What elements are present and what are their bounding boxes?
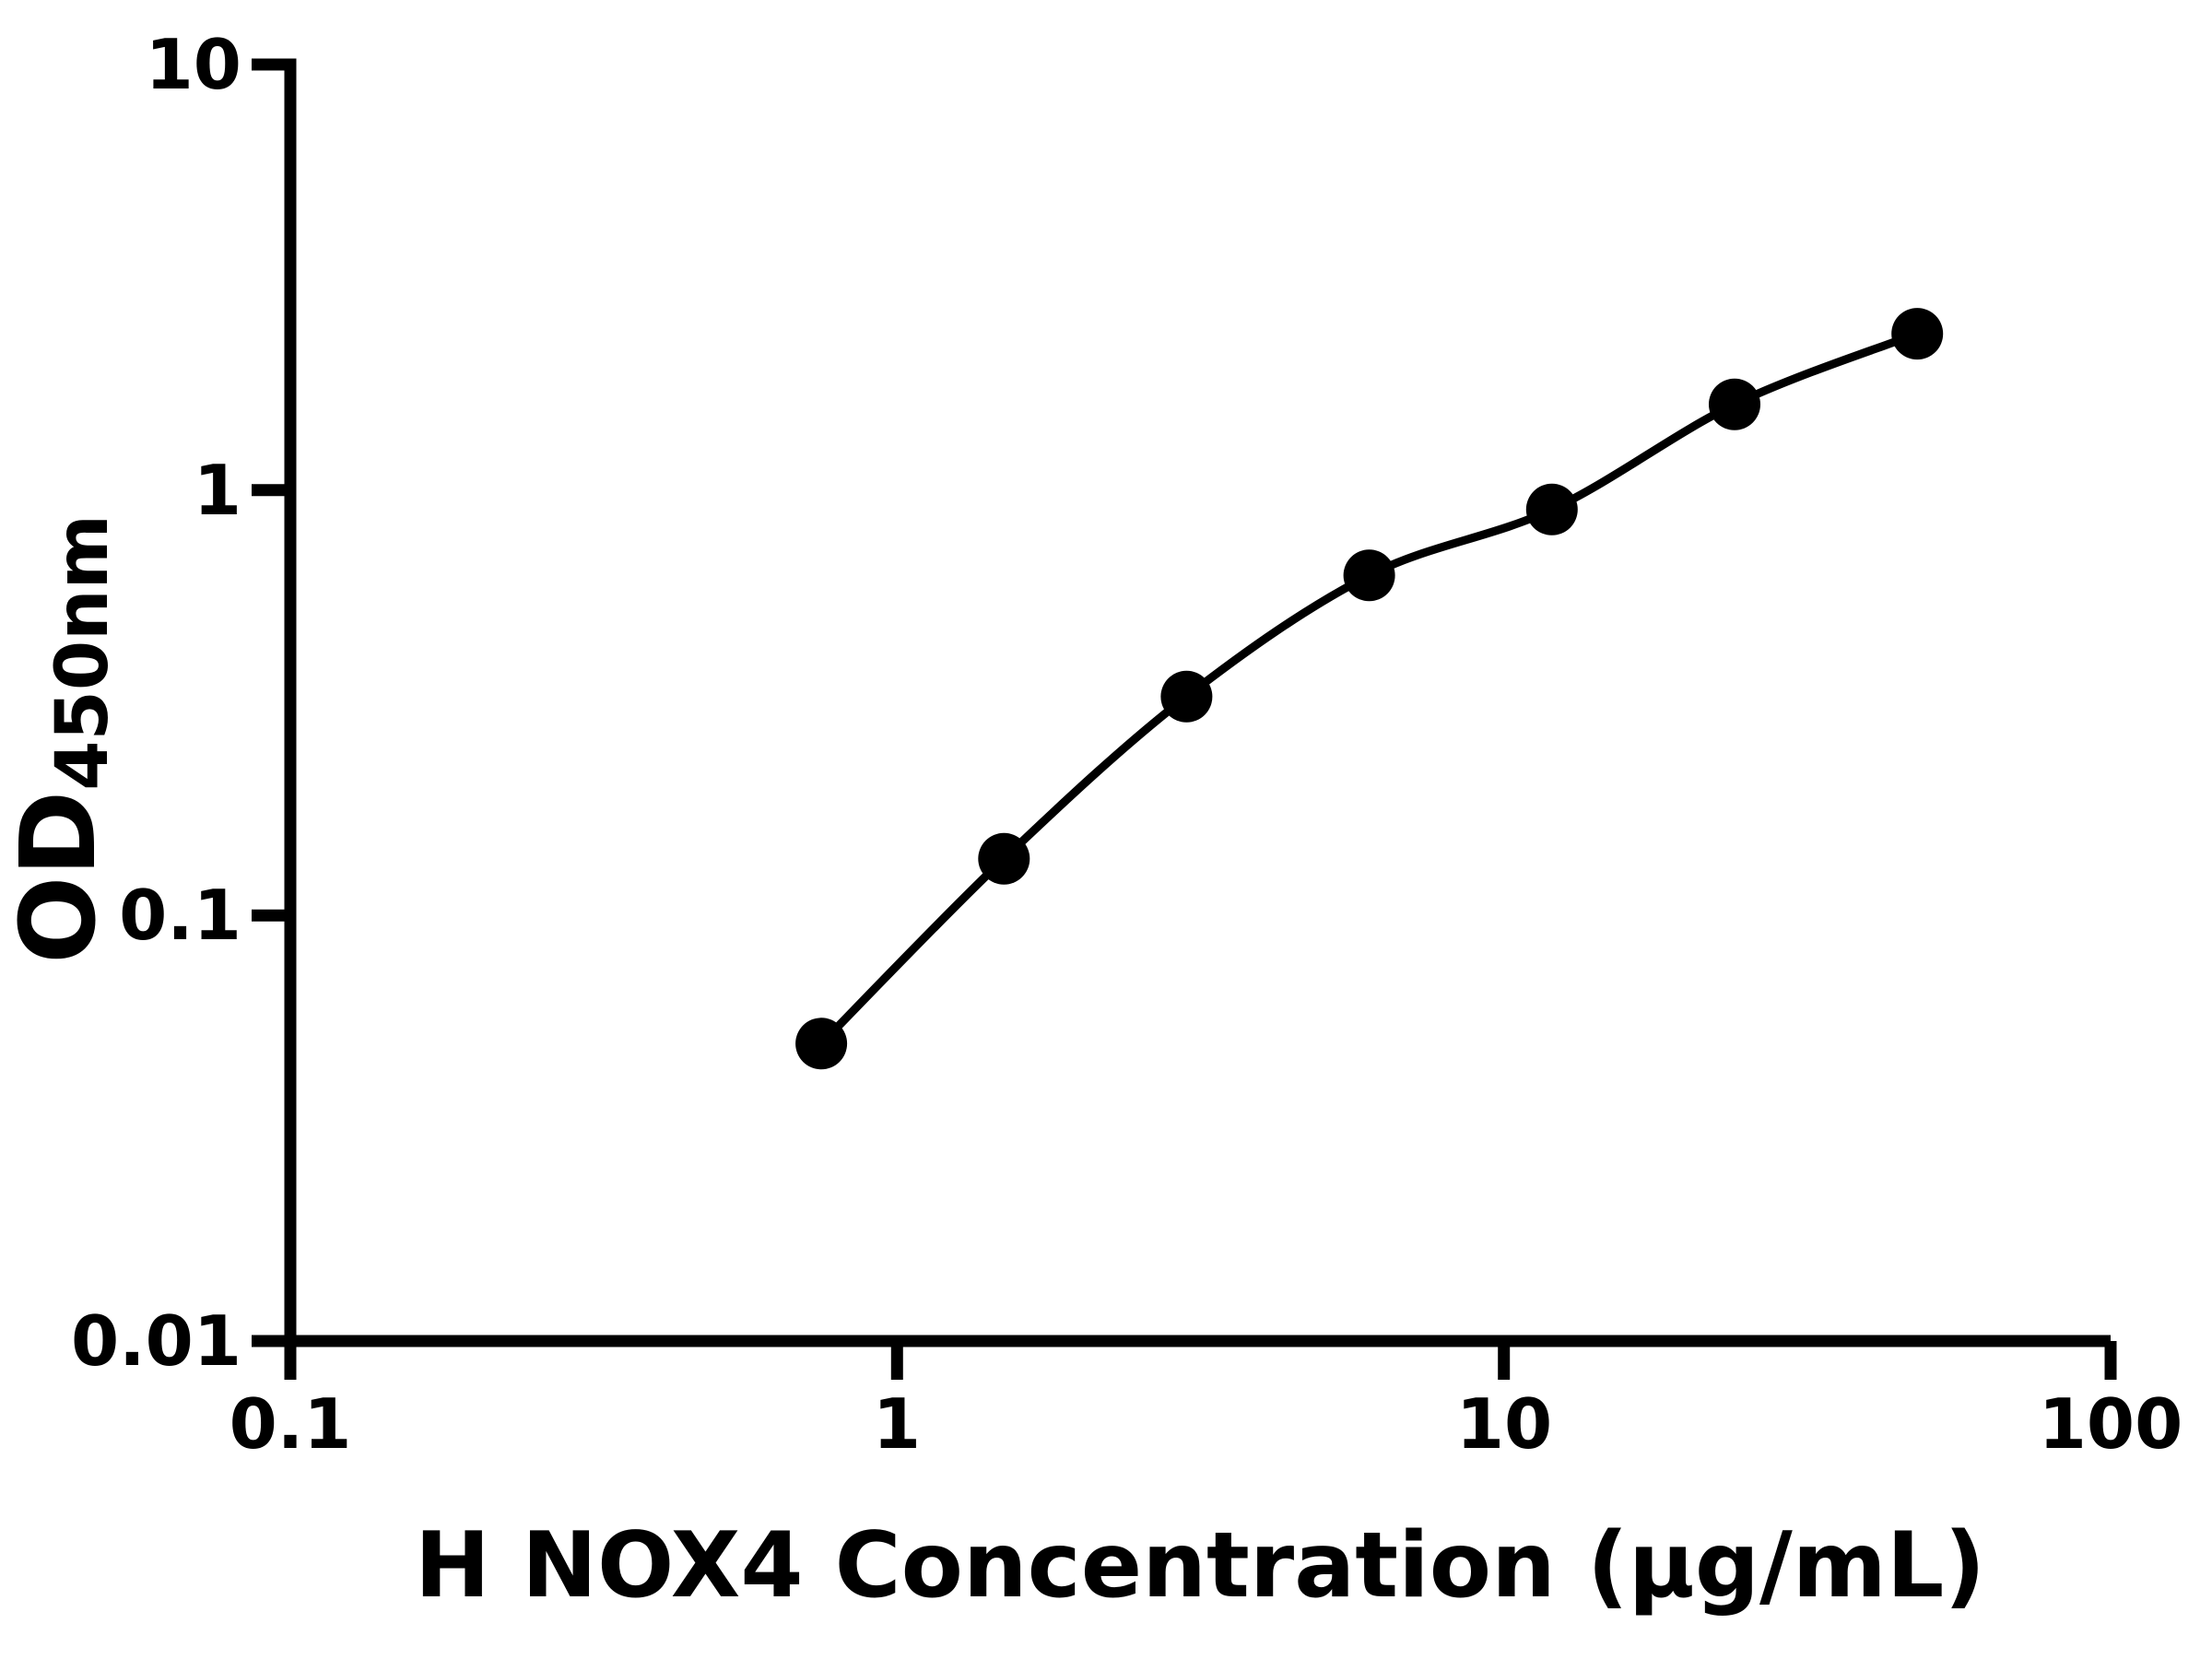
- data-point: [1343, 549, 1395, 602]
- y-tick-label-10: 10: [145, 24, 241, 105]
- x-tick-label-10: 10: [1455, 1383, 1553, 1465]
- y-axis-title-subscript: 450nm: [41, 514, 124, 791]
- y-tick-label-0-01: 0.01: [70, 1300, 241, 1382]
- y-tick-label-1: 1: [193, 450, 241, 531]
- data-point: [978, 832, 1030, 885]
- x-ticks: [284, 1341, 2117, 1380]
- x-tick-label-0-1: 0.1: [229, 1383, 352, 1465]
- y-axis-title: OD450nm: [0, 514, 124, 964]
- standard-curve-line: [817, 329, 1922, 1048]
- data-point: [1709, 378, 1760, 430]
- data-point: [1525, 483, 1578, 535]
- data-point: [795, 1018, 848, 1070]
- data-points: [795, 308, 1944, 1070]
- x-axis-title: H NOX4 Concentration (μg/mL): [414, 1513, 1986, 1618]
- x-tick-label-1: 1: [872, 1383, 922, 1465]
- y-axis-title-main: OD: [0, 790, 119, 964]
- data-point: [1891, 308, 1944, 360]
- y-tick-label-0-1: 0.1: [119, 875, 241, 956]
- data-point: [1160, 670, 1213, 723]
- x-tick-label-100: 100: [2038, 1383, 2183, 1465]
- y-ticks: [252, 58, 290, 1347]
